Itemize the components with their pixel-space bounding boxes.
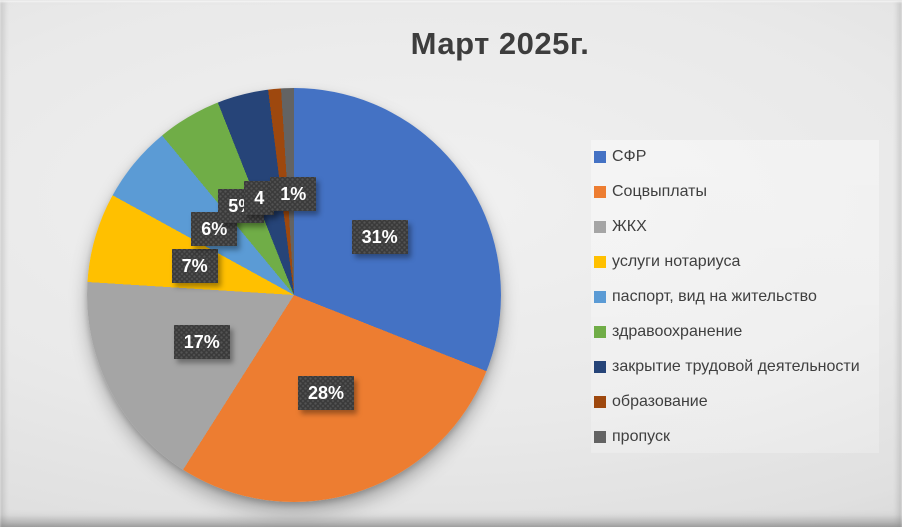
- legend-swatch: [594, 325, 606, 338]
- legend-label: паспорт, вид на жительство: [612, 287, 817, 305]
- legend-swatch: [594, 185, 606, 198]
- legend-label: пропуск: [612, 427, 670, 445]
- data-label: 1%: [270, 177, 316, 211]
- legend-background: [591, 140, 879, 453]
- pie-chart[interactable]: [87, 88, 501, 502]
- legend-swatch: [594, 220, 606, 233]
- data-label: 4: [244, 181, 274, 215]
- data-label: 17%: [174, 325, 230, 359]
- data-label: 5%: [218, 189, 264, 223]
- legend-swatch: [594, 255, 606, 268]
- legend-item[interactable]: услуги нотариуса: [594, 244, 860, 279]
- legend-item[interactable]: пропуск: [594, 419, 860, 454]
- legend-label: СФР: [612, 147, 647, 165]
- legend-item[interactable]: Соцвыплаты: [594, 174, 860, 209]
- legend-item[interactable]: паспорт, вид на жительство: [594, 279, 860, 314]
- legend-label: здравоохранение: [612, 322, 743, 340]
- data-label: 28%: [298, 376, 354, 410]
- legend-label: услуги нотариуса: [612, 252, 741, 270]
- data-label: 7%: [172, 249, 218, 283]
- data-label: 31%: [352, 220, 408, 254]
- legend-swatch: [594, 430, 606, 443]
- chart-title: Март 2025г.: [410, 26, 590, 61]
- legend-label: образование: [612, 392, 708, 410]
- legend-item[interactable]: ЖКХ: [594, 209, 860, 244]
- legend-item[interactable]: образование: [594, 384, 860, 419]
- legend-item[interactable]: здравоохранение: [594, 314, 860, 349]
- legend-item[interactable]: СФР: [594, 139, 860, 174]
- legend: СФР Соцвыплаты ЖКХ услуги нотариуса паспорт,…: [594, 139, 860, 454]
- legend-swatch: [594, 290, 606, 303]
- data-label: 6%: [191, 212, 237, 246]
- legend-label: Соцвыплаты: [612, 182, 707, 200]
- legend-label: закрытие трудовой деятельности: [612, 357, 860, 375]
- legend-swatch: [594, 395, 606, 408]
- legend-label: ЖКХ: [612, 217, 647, 235]
- legend-swatch: [594, 150, 606, 163]
- legend-swatch: [594, 360, 606, 373]
- legend-item[interactable]: закрытие трудовой деятельности: [594, 349, 860, 384]
